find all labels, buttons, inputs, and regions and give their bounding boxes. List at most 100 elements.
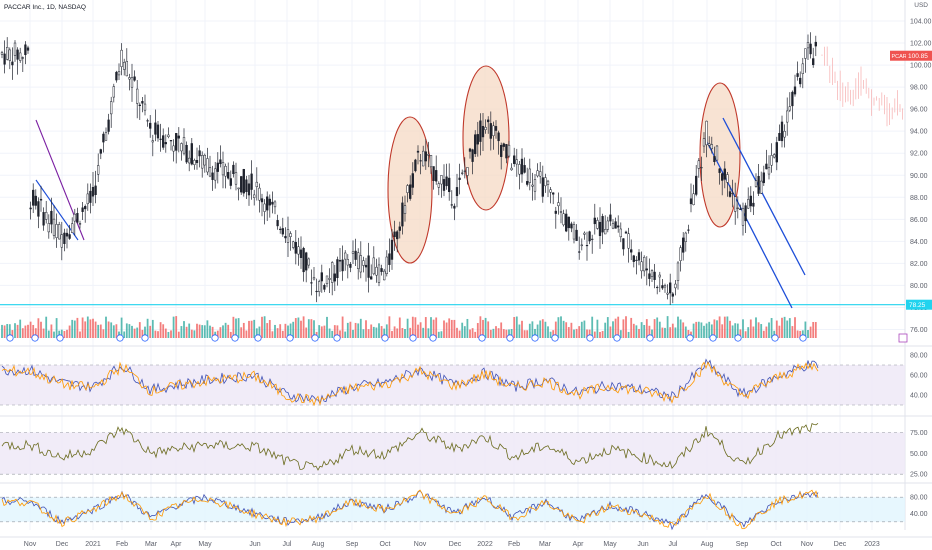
volume-bar — [461, 322, 464, 338]
volume-bar — [723, 316, 726, 338]
volume-bar — [320, 326, 323, 338]
event-marker — [333, 334, 341, 342]
volume-bar — [523, 330, 526, 338]
time-tick-label: 2022 — [477, 541, 493, 548]
last-price-symbol: PCAR — [892, 54, 907, 60]
volume-bar — [99, 324, 102, 338]
candle-body — [814, 41, 817, 47]
candle-body — [146, 120, 149, 122]
volume-bar — [729, 320, 731, 338]
candle-body — [263, 203, 266, 212]
candle-body — [331, 262, 334, 283]
time-tick-label: May — [603, 541, 617, 548]
price-tick-label: 98.00 — [910, 85, 928, 92]
volume-bar — [24, 325, 27, 338]
price-tick-label: 92.00 — [910, 151, 928, 158]
candle-body — [208, 167, 212, 177]
candle-body — [658, 274, 661, 278]
candle-body — [86, 193, 89, 205]
volume-bar — [120, 317, 123, 338]
candle-body — [310, 282, 313, 284]
candle-body — [708, 143, 711, 146]
candle-body — [227, 172, 230, 179]
candle-body — [143, 103, 147, 111]
volume-bar — [599, 331, 601, 338]
candle-body — [533, 179, 537, 192]
candle-body — [55, 224, 58, 238]
candle-body — [734, 196, 737, 212]
volume-bar — [190, 329, 193, 338]
volume-bar — [801, 330, 804, 338]
candle-body — [440, 175, 443, 185]
candle-body — [622, 238, 625, 250]
volume-bar — [105, 316, 107, 338]
volume-bar — [762, 330, 765, 338]
volume-bar — [318, 325, 321, 338]
candle-body — [250, 173, 253, 190]
candle-body — [783, 130, 786, 138]
candle-body — [648, 273, 651, 279]
volume-bar — [749, 319, 752, 338]
candle-body — [149, 122, 152, 129]
candle-body — [198, 150, 201, 157]
candle-body — [8, 49, 11, 61]
candle-body — [471, 149, 474, 162]
candle-body — [531, 184, 534, 187]
price-tick-label: 100.00 — [910, 63, 932, 70]
event-marker — [734, 334, 742, 342]
candle-body — [156, 124, 160, 139]
candle-body — [13, 42, 17, 56]
volume-bar — [674, 327, 677, 338]
candle-body — [754, 180, 758, 187]
candle-body — [370, 276, 373, 280]
volume-bar — [268, 319, 271, 338]
candle-body — [151, 140, 154, 143]
candle-body — [76, 213, 79, 223]
volume-bar — [125, 323, 128, 338]
volume-bar — [466, 318, 469, 338]
time-tick-label: Nov — [801, 541, 814, 548]
candle-body — [453, 205, 456, 209]
volume-bar — [263, 316, 266, 338]
volume-bar — [718, 316, 721, 338]
event-marker — [586, 334, 594, 342]
price-tick-label: 90.00 — [910, 173, 928, 180]
volume-bar — [651, 329, 653, 338]
candle-body — [128, 77, 131, 80]
candle-body — [570, 223, 573, 229]
candle-body — [705, 120, 708, 146]
candle-body — [442, 179, 446, 191]
candle-body — [172, 145, 175, 152]
volume-bar — [79, 331, 81, 338]
candle-body — [596, 220, 599, 229]
volume-bar — [380, 326, 383, 338]
volume-bar — [16, 324, 19, 338]
volume-bar — [640, 322, 643, 338]
candle-body — [588, 231, 591, 242]
candle-body — [229, 178, 232, 186]
volume-bar — [773, 330, 776, 338]
candle-body — [687, 229, 690, 231]
volume-bar — [151, 319, 154, 338]
event-marker — [56, 334, 64, 342]
volume-bar — [404, 329, 406, 338]
volume-bar — [424, 317, 427, 338]
volume-bar — [495, 326, 497, 338]
candle-body — [500, 144, 503, 157]
volume-bar — [528, 323, 531, 338]
volume-bar — [34, 328, 37, 338]
candle-body — [682, 237, 685, 253]
volume-bar — [435, 317, 438, 338]
volume-bar — [567, 327, 570, 338]
candle-body — [723, 168, 726, 180]
candle-body — [292, 241, 295, 248]
candle-body — [312, 277, 316, 280]
volume-bar — [627, 331, 630, 338]
volume-bar — [645, 319, 648, 338]
candle-body — [489, 123, 492, 139]
volume-bar — [339, 330, 341, 338]
candle-body — [203, 154, 206, 166]
candle-body — [99, 149, 102, 154]
candle-body — [409, 184, 412, 199]
